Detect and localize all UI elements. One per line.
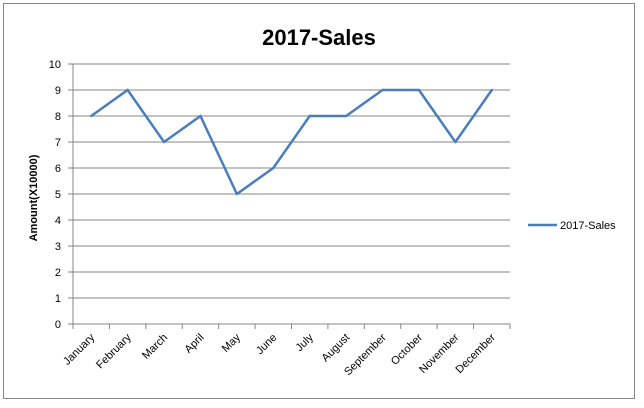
x-tick-label: April — [183, 332, 207, 356]
y-tick-label: 0 — [55, 319, 61, 331]
chart-title: 2017-Sales — [262, 25, 376, 50]
y-tick-label: 8 — [55, 111, 61, 123]
data-point — [417, 88, 421, 92]
x-tick-label: October — [389, 331, 425, 367]
x-tick-label: June — [254, 332, 279, 357]
x-tick-label: May — [220, 331, 244, 355]
y-tick-label: 10 — [49, 59, 61, 71]
x-tick-label: March — [140, 332, 170, 362]
data-point — [199, 114, 202, 118]
data-point — [308, 114, 311, 118]
y-tick-label: 7 — [55, 137, 61, 149]
data-point — [272, 166, 275, 170]
x-tick-label: February — [94, 331, 134, 371]
y-tick-label: 9 — [55, 85, 61, 97]
y-tick-label: 3 — [55, 241, 61, 253]
y-tick-label: 4 — [55, 215, 61, 227]
x-tick-label: December — [454, 331, 499, 376]
axes — [68, 63, 511, 329]
data-point — [454, 140, 457, 144]
series-line — [90, 88, 493, 196]
data-point — [162, 140, 166, 144]
chart-frame: 2017-Sales 0 1 2 3 4 5 6 7 8 9 10 January February M… — [3, 3, 635, 399]
y-tick-label: 6 — [55, 163, 61, 175]
y-axis-label: Amount(X10000) — [28, 154, 40, 241]
x-tick-label: January — [61, 331, 98, 368]
y-tick-labels: 0 1 2 3 4 5 6 7 8 9 10 — [49, 59, 61, 331]
y-tick-label: 1 — [55, 293, 61, 305]
series-lines — [90, 88, 493, 196]
data-point — [344, 114, 348, 118]
data-point — [490, 88, 493, 92]
legend: 2017-Sales — [528, 220, 616, 232]
y-tick-label: 2 — [55, 267, 61, 279]
x-tick-label: August — [320, 332, 353, 365]
data-point — [90, 114, 93, 118]
x-tick-label: July — [294, 331, 317, 354]
data-point — [126, 88, 129, 92]
y-tick-label: 5 — [55, 189, 61, 201]
gridlines — [73, 63, 510, 299]
legend-label: 2017-Sales — [560, 220, 616, 232]
data-point — [381, 88, 384, 92]
data-point — [235, 192, 239, 196]
